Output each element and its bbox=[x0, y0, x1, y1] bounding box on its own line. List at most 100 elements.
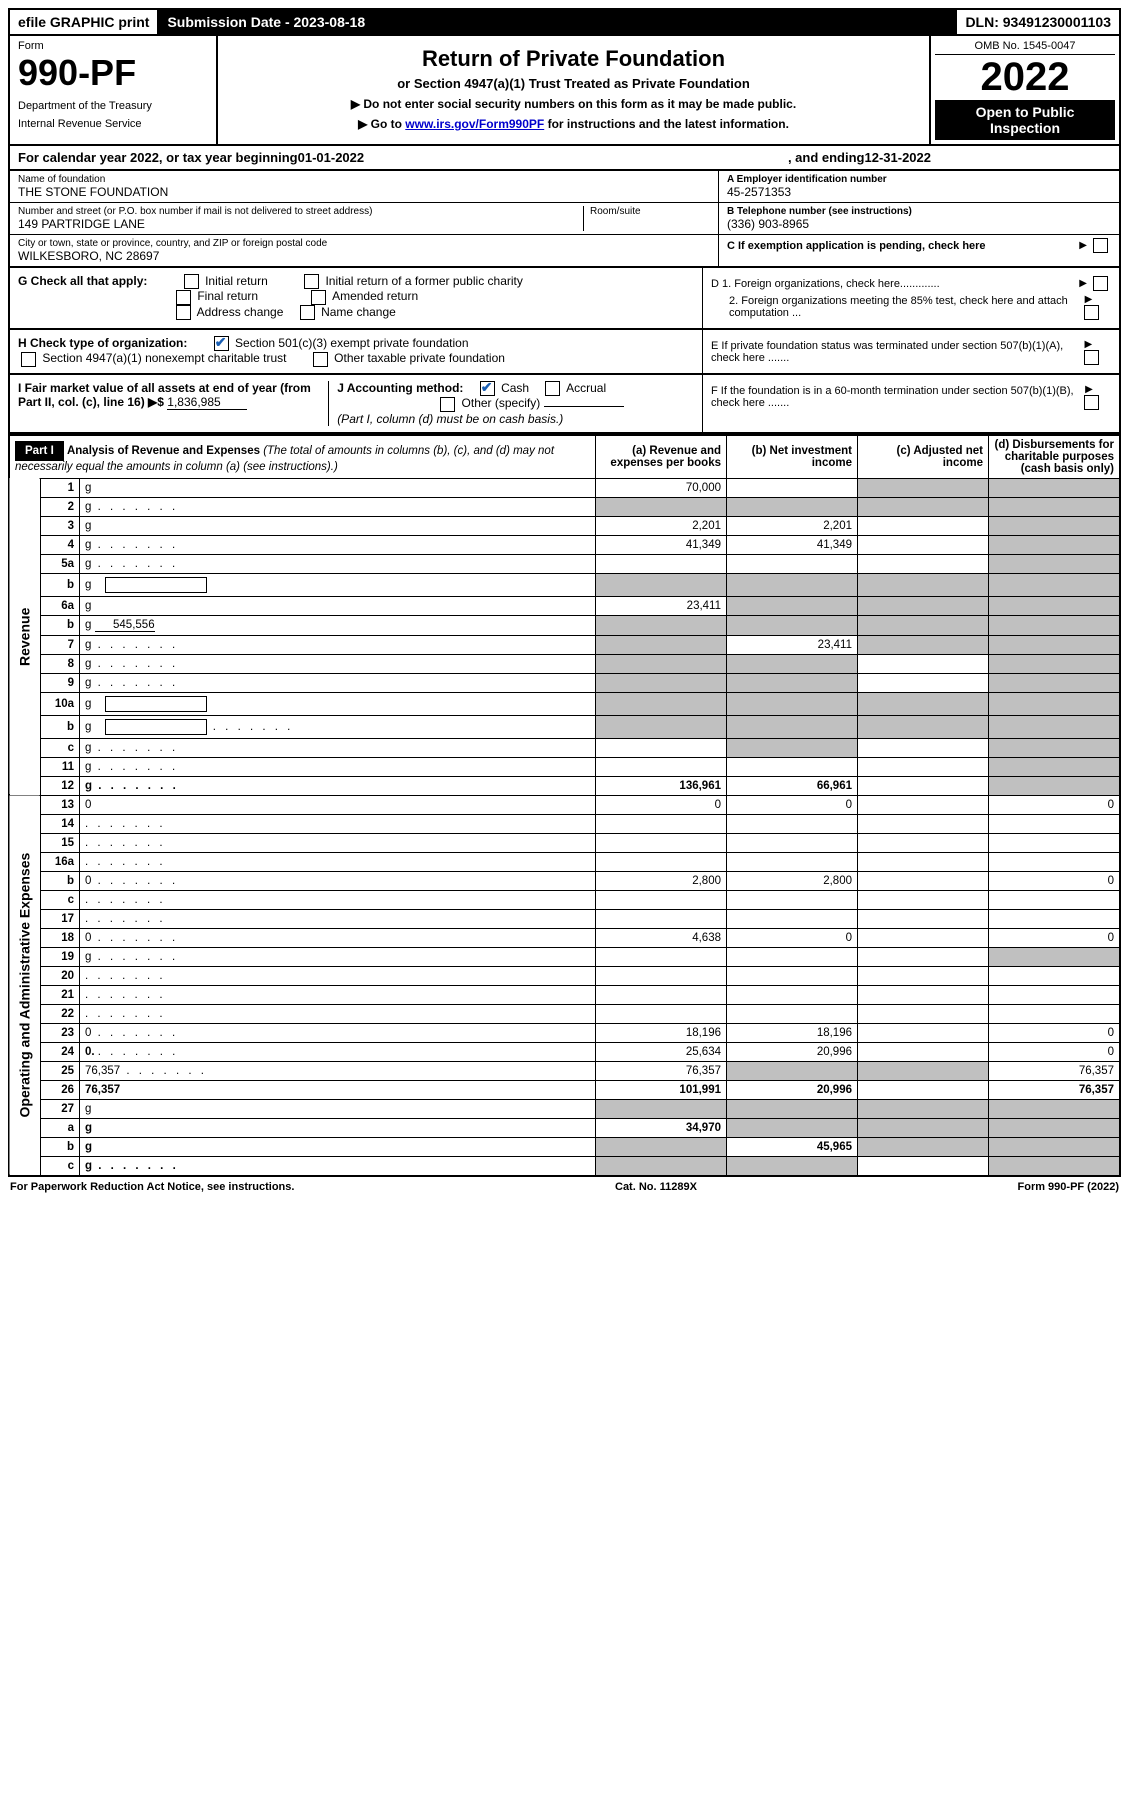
table-row: ag34,970 bbox=[9, 1118, 1120, 1137]
cell-a bbox=[596, 692, 727, 715]
cell-d bbox=[989, 635, 1121, 654]
cell-a bbox=[596, 554, 727, 573]
cell-c bbox=[858, 738, 989, 757]
cell-d bbox=[989, 814, 1121, 833]
line-description: . . . . . . . bbox=[80, 890, 596, 909]
addr-label: Number and street (or P.O. box number if… bbox=[18, 206, 583, 217]
cell-b bbox=[727, 985, 858, 1004]
cell-d bbox=[989, 1004, 1121, 1023]
cell-b: 66,961 bbox=[727, 776, 858, 795]
line-number: 18 bbox=[41, 928, 80, 947]
table-row: 17 . . . . . . . bbox=[9, 909, 1120, 928]
opt-accrual: Accrual bbox=[566, 381, 606, 395]
table-row: c . . . . . . . bbox=[9, 890, 1120, 909]
header-center: Return of Private Foundation or Section … bbox=[218, 36, 931, 144]
cell-c bbox=[858, 497, 989, 516]
line-number: c bbox=[41, 1156, 80, 1176]
cell-d bbox=[989, 615, 1121, 635]
cell-c bbox=[858, 478, 989, 497]
table-row: 14 . . . . . . . bbox=[9, 814, 1120, 833]
table-row: 22 . . . . . . . bbox=[9, 1004, 1120, 1023]
address-change-checkbox[interactable] bbox=[176, 305, 191, 320]
cell-a bbox=[596, 1156, 727, 1176]
cell-b bbox=[727, 478, 858, 497]
exemption-checkbox[interactable] bbox=[1093, 238, 1108, 253]
cell-d bbox=[989, 947, 1121, 966]
cell-d bbox=[989, 715, 1121, 738]
table-row: 8g . . . . . . . bbox=[9, 654, 1120, 673]
table-row: 10ag bbox=[9, 692, 1120, 715]
cell-b bbox=[727, 573, 858, 596]
cal-pre: For calendar year 2022, or tax year begi… bbox=[18, 150, 298, 165]
id-right: A Employer identification number 45-2571… bbox=[719, 171, 1119, 266]
other-acct-checkbox[interactable] bbox=[440, 397, 455, 412]
efile-label[interactable]: efile GRAPHIC print bbox=[10, 10, 159, 34]
cell-b bbox=[727, 673, 858, 692]
foundation-name: THE STONE FOUNDATION bbox=[18, 185, 710, 199]
line-description: g . . . . . . . bbox=[80, 715, 596, 738]
cell-c bbox=[858, 1118, 989, 1137]
line-description: g . . . . . . . bbox=[80, 776, 596, 795]
cell-b bbox=[727, 814, 858, 833]
cell-c bbox=[858, 985, 989, 1004]
form-title: Return of Private Foundation bbox=[224, 46, 923, 72]
cell-b bbox=[727, 497, 858, 516]
cell-c bbox=[858, 795, 989, 814]
line-description: g bbox=[80, 1099, 596, 1118]
form-subtitle: or Section 4947(a)(1) Trust Treated as P… bbox=[224, 76, 923, 91]
name-change-checkbox[interactable] bbox=[300, 305, 315, 320]
dln: DLN: 93491230001103 bbox=[955, 10, 1119, 34]
4947a1-checkbox[interactable] bbox=[21, 352, 36, 367]
line-description: g . . . . . . . bbox=[80, 947, 596, 966]
line-number: 16a bbox=[41, 852, 80, 871]
cell-c bbox=[858, 673, 989, 692]
final-return-checkbox[interactable] bbox=[176, 290, 191, 305]
submission-date: Submission Date - 2023-08-18 bbox=[159, 10, 955, 34]
line-number: 2 bbox=[41, 497, 80, 516]
d1-checkbox[interactable] bbox=[1093, 276, 1108, 291]
amended-checkbox[interactable] bbox=[311, 290, 326, 305]
opt-initial: Initial return bbox=[205, 274, 268, 288]
paperwork-notice: For Paperwork Reduction Act Notice, see … bbox=[10, 1181, 294, 1193]
table-row: 9g . . . . . . . bbox=[9, 673, 1120, 692]
cell-d: 0 bbox=[989, 1042, 1121, 1061]
table-row: 4g . . . . . . .41,34941,349 bbox=[9, 535, 1120, 554]
cash-checkbox[interactable] bbox=[480, 381, 495, 396]
cell-b bbox=[727, 1099, 858, 1118]
initial-former-checkbox[interactable] bbox=[304, 274, 319, 289]
cell-d bbox=[989, 909, 1121, 928]
initial-return-checkbox[interactable] bbox=[184, 274, 199, 289]
e-checkbox[interactable] bbox=[1084, 350, 1099, 365]
line-number: 11 bbox=[41, 757, 80, 776]
line-description: g . . . . . . . bbox=[80, 554, 596, 573]
other-taxable-checkbox[interactable] bbox=[313, 352, 328, 367]
line-number: 26 bbox=[41, 1080, 80, 1099]
table-row: cg . . . . . . . bbox=[9, 738, 1120, 757]
line-description: 0 . . . . . . . bbox=[80, 1023, 596, 1042]
501c3-checkbox[interactable] bbox=[214, 336, 229, 351]
table-row: b0 . . . . . . .2,8002,8000 bbox=[9, 871, 1120, 890]
line-number: 3 bbox=[41, 516, 80, 535]
arrow-icon bbox=[1075, 277, 1087, 289]
accrual-checkbox[interactable] bbox=[545, 381, 560, 396]
table-row: 5ag . . . . . . . bbox=[9, 554, 1120, 573]
cell-a: 136,961 bbox=[596, 776, 727, 795]
line-number: 12 bbox=[41, 776, 80, 795]
section-j: J Accounting method: Cash Accrual Other … bbox=[329, 381, 694, 426]
cell-b: 20,996 bbox=[727, 1080, 858, 1099]
line-number: 5a bbox=[41, 554, 80, 573]
cell-d: 76,357 bbox=[989, 1080, 1121, 1099]
line-description: g bbox=[80, 1137, 596, 1156]
cell-d bbox=[989, 478, 1121, 497]
cat-no: Cat. No. 11289X bbox=[615, 1181, 697, 1193]
form-number: 990-PF bbox=[18, 52, 208, 94]
f-checkbox[interactable] bbox=[1084, 395, 1099, 410]
table-row: 180 . . . . . . .4,63800 bbox=[9, 928, 1120, 947]
form990pf-link[interactable]: www.irs.gov/Form990PF bbox=[405, 117, 544, 131]
d1-label: D 1. Foreign organizations, check here..… bbox=[711, 278, 940, 290]
cell-b bbox=[727, 909, 858, 928]
identification-block: Name of foundation THE STONE FOUNDATION … bbox=[8, 171, 1121, 268]
cell-a bbox=[596, 615, 727, 635]
line-description: g 545,556 bbox=[80, 615, 596, 635]
d2-checkbox[interactable] bbox=[1084, 305, 1099, 320]
